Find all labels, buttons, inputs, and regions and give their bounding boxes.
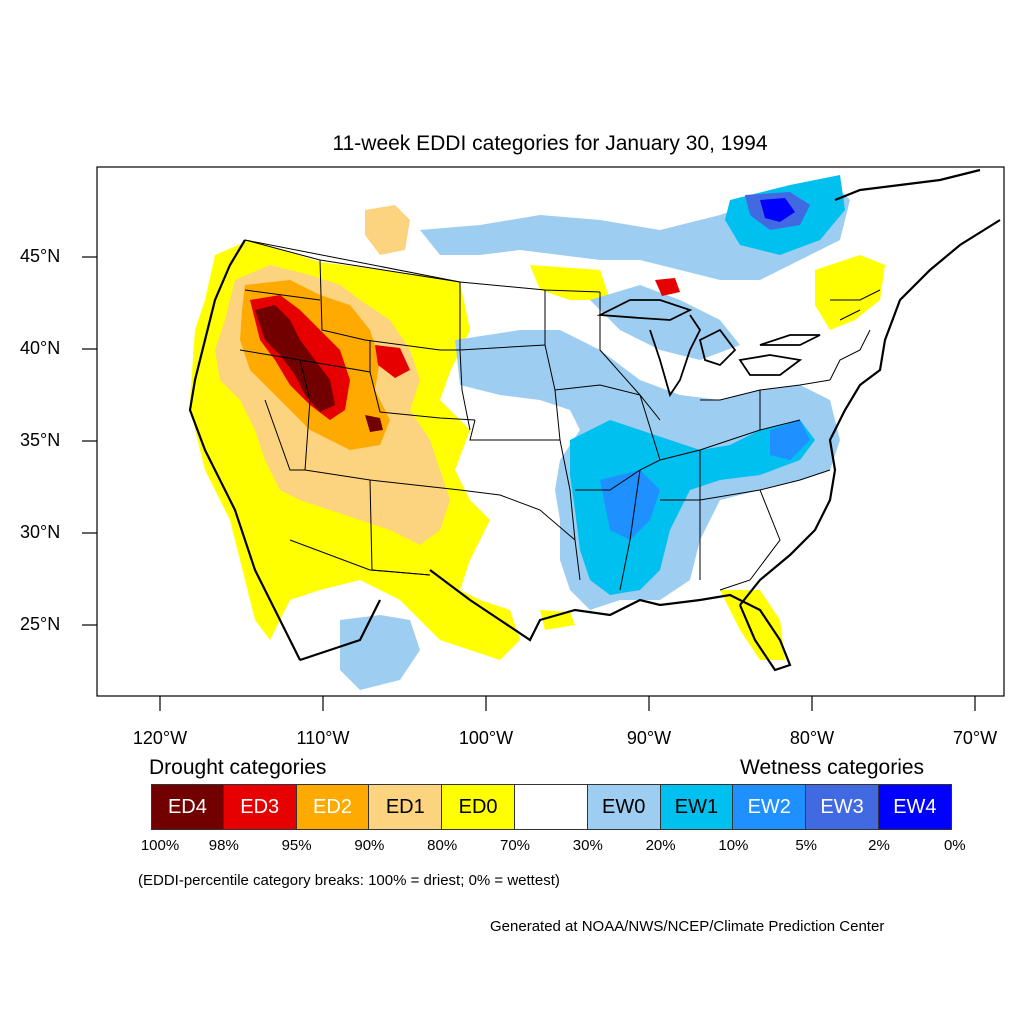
legend-break-label: 70% [499, 837, 531, 854]
legend-cell-neutral [514, 784, 588, 830]
legend-cell-ed2: ED2 [296, 784, 370, 830]
legend-break-label: 30% [572, 837, 603, 854]
map-title: 11-week EDDI categories for January 30, … [332, 132, 768, 155]
legend-colorbar: ED4 ED3 ED2 ED1 ED0 EW0 EW1 EW2 EW3 EW4 [151, 784, 952, 830]
legend-break-label: 98% [208, 837, 239, 854]
lat-ticks [82, 256, 97, 626]
lon-label-100: 100°W [458, 728, 514, 748]
ew2-region-virginia [770, 420, 810, 460]
coastline [188, 168, 1001, 672]
legend-cell-ed1: ED1 [369, 784, 443, 830]
wetness-heading: Wetness categories [740, 756, 925, 779]
ed0-region-florida [720, 590, 785, 660]
legend-cell-ed0: ED0 [442, 784, 515, 830]
legend-break-label: 5% [795, 837, 818, 854]
ew1-region-midsouth [570, 420, 815, 595]
lon-label-70: 70°W [952, 728, 998, 748]
ed0-region-northeast [815, 255, 885, 330]
legend-break-label: 100% [140, 837, 180, 854]
legend-cell-ed4: ED4 [151, 784, 224, 830]
map-frame [96, 166, 1005, 697]
legend-break-label: 90% [354, 837, 385, 854]
lat-label-35: 35°N [20, 430, 61, 450]
canada-mexico-border [244, 239, 461, 576]
legend-cell-ew2: EW2 [733, 784, 807, 830]
lat-label-30: 30°N [20, 522, 61, 542]
legend-break-label: 2% [868, 837, 890, 854]
lat-label-45: 45°N [20, 246, 61, 266]
legend-break-label: 20% [645, 837, 676, 854]
legend-cell-ew4: EW4 [878, 784, 952, 830]
credit-line: Generated at NOAA/NWS/NCEP/Climate Predi… [490, 918, 885, 935]
ew4-region-quebec [760, 198, 795, 222]
lon-ticks [159, 696, 976, 711]
lon-label-120: 120°W [132, 728, 188, 748]
ed4-region-nm [365, 415, 383, 432]
legend-break-label: 10% [718, 837, 749, 854]
ew0-region-canada [420, 180, 850, 280]
legend-break-label: 0% [943, 837, 966, 854]
legend-cell-ed3: ED3 [223, 784, 297, 830]
ed3-region-wy [375, 345, 410, 378]
legend-break-label: 80% [427, 837, 458, 854]
legend-cell-ew3: EW3 [806, 784, 879, 830]
legend-break-label: 95% [281, 837, 312, 854]
lat-label-40: 40°N [20, 338, 61, 358]
great-lakes [596, 299, 821, 398]
lon-label-80: 80°W [789, 728, 835, 748]
ed3-region-michigan [655, 278, 680, 296]
category-note: (EDDI-percentile category breaks: 100% =… [138, 872, 560, 889]
lon-label-90: 90°W [626, 728, 672, 748]
ed0-region-gulf [540, 610, 575, 630]
ew0-region-mexico [340, 615, 420, 690]
legend-cell-ew1: EW1 [660, 784, 734, 830]
ed4-region-west [255, 305, 335, 412]
ew2-region-mississippi [600, 470, 660, 540]
lat-label-25: 25°N [20, 614, 61, 634]
ed1-region-canada [365, 205, 410, 255]
drought-heading: Drought categories [149, 756, 327, 779]
ew0-region-greatlakes [590, 285, 740, 360]
lon-label-110: 110°W [296, 728, 350, 748]
legend-cell-ew0: EW0 [587, 784, 661, 830]
ed0-region-greatlakes [530, 265, 610, 300]
